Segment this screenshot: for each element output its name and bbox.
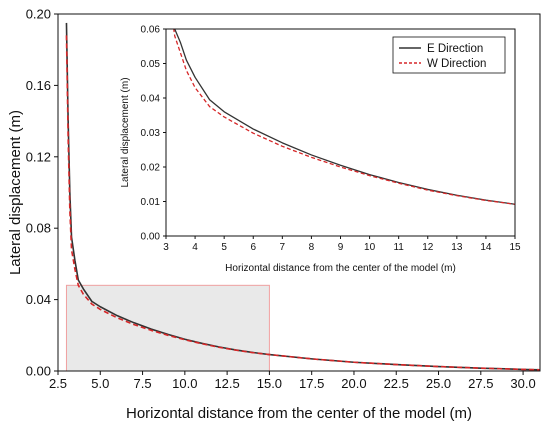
inset-series-w-direction-line (173, 29, 515, 205)
inset-x-tick-label: 6 (250, 242, 256, 253)
legend-label-e-direction: E Direction (427, 43, 483, 55)
inset-x-tick-label: 4 (192, 242, 198, 253)
inset-x-tick-label: 11 (393, 242, 404, 253)
inset-y-tick-label: 0.02 (141, 163, 161, 174)
main-axes-frame (57, 13, 541, 372)
main-x-tick-label: 7.5 (134, 376, 152, 391)
inset-x-tick-label: 13 (451, 242, 463, 253)
inset-x-tick-label: 10 (364, 242, 376, 253)
main-y-tick-label: 0.04 (26, 292, 51, 307)
inset-x-tick-label: 8 (309, 242, 315, 253)
inset-x-tick-label: 5 (221, 242, 227, 253)
main-y-tick-label: 0.12 (26, 149, 51, 164)
main-x-tick-label: 10.0 (172, 376, 197, 391)
legend: E Direction W Direction (392, 36, 506, 74)
legend-box (392, 36, 506, 74)
zoom-region-box (65, 284, 270, 372)
main-x-tick-label: 5.0 (91, 376, 109, 391)
inset-x-tick-label: 9 (338, 242, 344, 253)
inset-y-tick-label: 0.06 (141, 25, 161, 36)
main-x-tick-label: 17.5 (299, 376, 324, 391)
main-x-tick-label: 27.5 (468, 376, 493, 391)
main-x-tick-label: 20.0 (341, 376, 366, 391)
main-y-tick-label: 0.20 (26, 7, 51, 22)
inset-x-tick-label: 3 (163, 242, 169, 253)
inset-y-tick-label: 0.00 (141, 232, 161, 243)
inset-y-tick-label: 0.05 (141, 59, 161, 70)
inset-x-axis-title: Horizontal distance from the center of t… (225, 263, 456, 274)
inset-chart: 3 4 5 6 7 8 9 10 11 12 13 14 15 0.00 0.01 0.02 0.03 0.04 0… (120, 25, 521, 275)
main-x-tick-label: 25.0 (426, 376, 451, 391)
main-y-tick-label: 0.00 (26, 364, 51, 379)
inset-y-tick-label: 0.04 (141, 94, 161, 105)
main-y-axis-title: Lateral displacement (m) (7, 110, 24, 275)
main-x-tick-label: 22.5 (384, 376, 409, 391)
legend-label-w-direction: W Direction (427, 58, 486, 70)
inset-y-axis-title: Lateral displacement (m) (120, 77, 131, 187)
main-series-w-direction-line (65, 35, 540, 371)
inset-y-tick-label: 0.03 (141, 128, 161, 139)
inset-x-tick-label: 7 (280, 242, 286, 253)
inset-x-tick-label: 12 (422, 242, 434, 253)
main-x-tick-label: 12.5 (214, 376, 239, 391)
main-y-tick-label: 0.08 (26, 221, 51, 236)
main-x-axis-title: Horizontal distance from the center of t… (126, 405, 472, 422)
inset-x-tick-label: 15 (509, 242, 521, 253)
main-y-tick-label: 0.16 (26, 78, 51, 93)
main-x-tick-label: 15.0 (257, 376, 282, 391)
main-x-tick-label: 2.5 (49, 376, 67, 391)
inset-y-tick-label: 0.01 (141, 197, 161, 208)
main-x-tick-label: 30.0 (510, 376, 535, 391)
inset-x-tick-label: 14 (480, 242, 492, 253)
